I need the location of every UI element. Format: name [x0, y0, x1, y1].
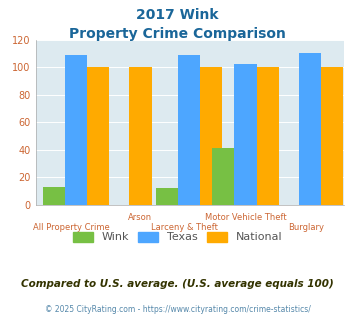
Text: Compared to U.S. average. (U.S. average equals 100): Compared to U.S. average. (U.S. average … [21, 279, 334, 289]
Bar [87, 67, 109, 205]
Text: © 2025 CityRating.com - https://www.cityrating.com/crime-statistics/: © 2025 CityRating.com - https://www.city… [45, 305, 310, 314]
Bar [129, 67, 152, 205]
Text: 2017 Wink: 2017 Wink [136, 8, 219, 22]
Bar [200, 67, 222, 205]
Bar [65, 55, 87, 205]
Bar [43, 187, 65, 205]
Bar [321, 67, 343, 205]
Legend: Wink, Texas, National: Wink, Texas, National [69, 227, 286, 247]
Bar [257, 67, 279, 205]
Text: Motor Vehicle Theft: Motor Vehicle Theft [204, 213, 286, 222]
Text: All Property Crime: All Property Crime [33, 223, 110, 232]
Text: Arson: Arson [129, 213, 153, 222]
Bar [212, 148, 234, 205]
Text: Larceny & Theft: Larceny & Theft [152, 223, 218, 232]
Text: Burglary: Burglary [288, 223, 324, 232]
Bar [178, 55, 200, 205]
Bar [299, 53, 321, 205]
Text: Property Crime Comparison: Property Crime Comparison [69, 27, 286, 41]
Bar [234, 64, 257, 205]
Bar [155, 188, 178, 205]
